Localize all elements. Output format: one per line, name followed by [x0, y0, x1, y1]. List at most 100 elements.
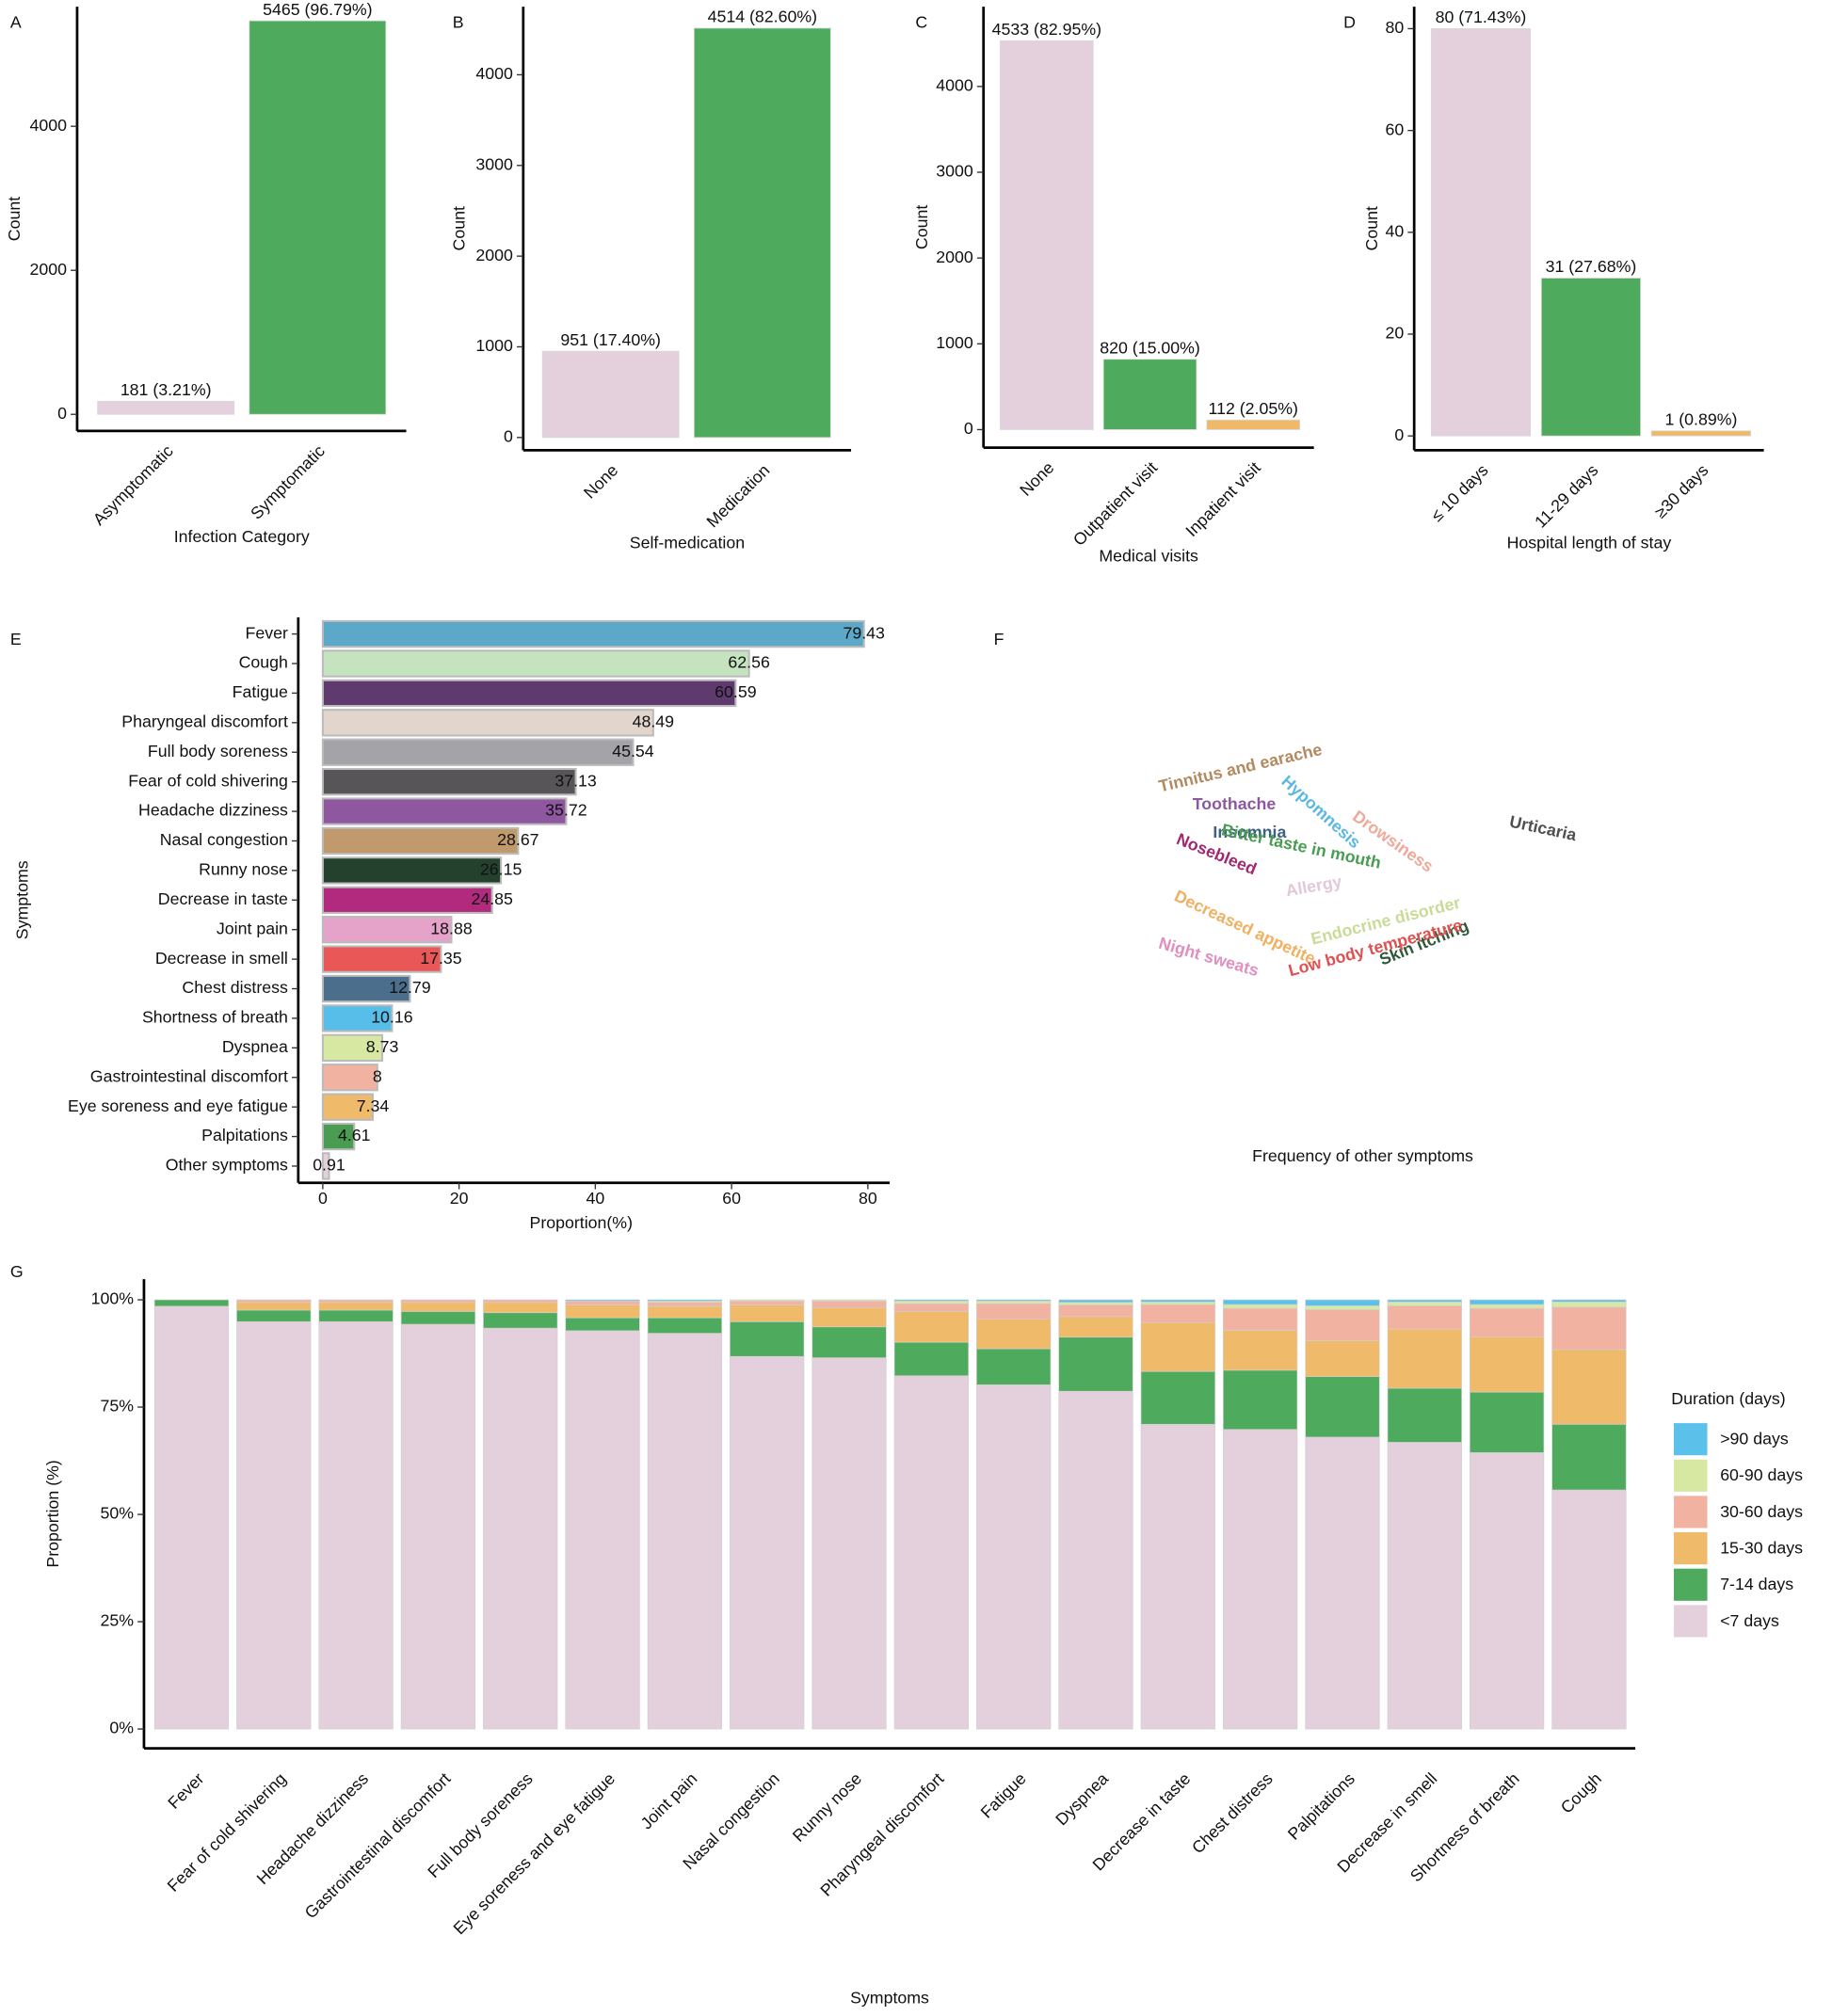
bar-segment	[318, 1299, 394, 1304]
word: Urticaria	[1508, 812, 1579, 845]
bar	[321, 619, 865, 648]
bar-segment	[153, 1299, 230, 1307]
x-tick-label: None	[580, 460, 621, 502]
bar-segment	[483, 1302, 558, 1314]
bar-segment	[730, 1355, 805, 1730]
legend-key	[1674, 1459, 1708, 1492]
y-tick-label: 0%	[109, 1719, 134, 1737]
value-label: 62.56	[728, 653, 770, 672]
bar-segment	[1469, 1304, 1545, 1309]
y-axis-title: Count	[912, 205, 931, 249]
bar	[321, 709, 654, 737]
bar-segment	[812, 1301, 887, 1308]
bar-segment	[1551, 1349, 1627, 1425]
panel-label: F	[994, 630, 1004, 648]
bar-segment	[318, 1302, 394, 1311]
bar-segment	[1305, 1376, 1380, 1438]
y-tick-label: Dyspnea	[222, 1037, 288, 1056]
x-tick-label: Eye soreness and eye fatigue	[450, 1769, 619, 1939]
bar-segment	[1223, 1299, 1298, 1305]
value-label: 18.88	[430, 919, 473, 937]
x-axis-title: Symptoms	[850, 1989, 929, 2008]
bar-segment	[647, 1333, 723, 1730]
bar	[249, 20, 387, 415]
bar	[541, 350, 680, 439]
bar-segment	[1223, 1307, 1298, 1331]
y-tick-label: Eye soreness and eye fatigue	[68, 1096, 288, 1115]
legend-key	[1674, 1605, 1708, 1638]
bar-segment	[236, 1299, 312, 1304]
y-tick-label: 50%	[100, 1504, 134, 1523]
x-tick-label: Gastrointestinal discomfort	[301, 1769, 455, 1923]
bar	[321, 649, 750, 678]
y-tick-label: 100%	[91, 1289, 135, 1308]
value-label: 4.61	[338, 1126, 371, 1144]
bar	[321, 1093, 375, 1121]
bar	[321, 797, 568, 825]
bar-segment	[1305, 1340, 1380, 1378]
bar-segment	[893, 1303, 969, 1312]
x-tick-label: 80	[859, 1189, 877, 1208]
y-tick-label: 0	[1394, 425, 1404, 444]
y-tick-label: 2000	[936, 248, 973, 266]
value-label: 5465 (96.79%)	[263, 0, 372, 19]
bar-segment	[976, 1303, 1052, 1320]
bar-segment	[647, 1302, 723, 1307]
x-tick-label: None	[1016, 458, 1057, 500]
y-tick-label: 0	[964, 419, 973, 438]
bar-segment	[1551, 1423, 1627, 1491]
value-label: 24.85	[472, 889, 514, 908]
panel-label: A	[10, 13, 22, 32]
bar-segment	[1223, 1330, 1298, 1371]
bar-segment	[730, 1301, 805, 1305]
bar-segment	[1305, 1436, 1380, 1730]
bar	[321, 738, 635, 766]
y-tick-label: Palpitations	[201, 1126, 288, 1144]
x-tick-label: Medication	[703, 460, 774, 531]
y-tick-label: Chest distress	[182, 978, 288, 997]
bar	[321, 856, 503, 885]
bar	[321, 826, 520, 856]
value-label: 79.43	[844, 623, 886, 642]
bar-segment	[1469, 1307, 1545, 1337]
bar	[321, 886, 493, 914]
bar-segment	[1140, 1301, 1215, 1305]
bar-segment	[1140, 1423, 1215, 1730]
bar-segment	[1140, 1321, 1215, 1372]
y-axis-title: Symptoms	[12, 860, 31, 939]
bar-segment	[1387, 1387, 1462, 1443]
value-label: 35.72	[545, 801, 587, 820]
legend-label: <7 days	[1720, 1611, 1779, 1630]
x-tick-label: Symptomatic	[247, 441, 329, 523]
x-tick-label: Chest distress	[1188, 1769, 1277, 1858]
x-tick-label: Asymptomatic	[89, 441, 177, 529]
bar-segment	[1305, 1305, 1380, 1310]
y-tick-label: 4000	[30, 116, 68, 135]
bar-segment	[647, 1317, 723, 1334]
value-label: 10.16	[371, 1008, 413, 1027]
bar-segment	[812, 1357, 887, 1730]
bar	[1102, 359, 1197, 430]
value-label: 80 (71.43%)	[1436, 8, 1527, 26]
y-tick-label: 0	[504, 427, 513, 446]
panel-label: C	[915, 13, 927, 32]
bar-segment	[1223, 1369, 1298, 1431]
word: Toothache	[1193, 794, 1277, 813]
y-tick-label: 2000	[30, 260, 68, 279]
y-tick-label: Decrease in smell	[155, 949, 288, 968]
y-tick-label: Other symptoms	[166, 1156, 288, 1175]
bar	[1650, 430, 1751, 437]
bar	[321, 767, 577, 796]
panel-label: E	[10, 630, 22, 648]
word: Insomnia	[1213, 823, 1286, 841]
word: Allergy	[1284, 872, 1343, 900]
x-tick-label: Cough	[1557, 1769, 1605, 1817]
legend-label: 30-60 days	[1720, 1502, 1803, 1521]
y-tick-label: Headache dizziness	[138, 801, 288, 820]
y-axis-title: Count	[1362, 206, 1381, 250]
bar	[321, 1064, 378, 1092]
value-label: 8	[373, 1066, 382, 1085]
value-label: 45.54	[612, 742, 654, 760]
bar-segment	[893, 1301, 969, 1304]
y-tick-label: 3000	[936, 162, 973, 181]
